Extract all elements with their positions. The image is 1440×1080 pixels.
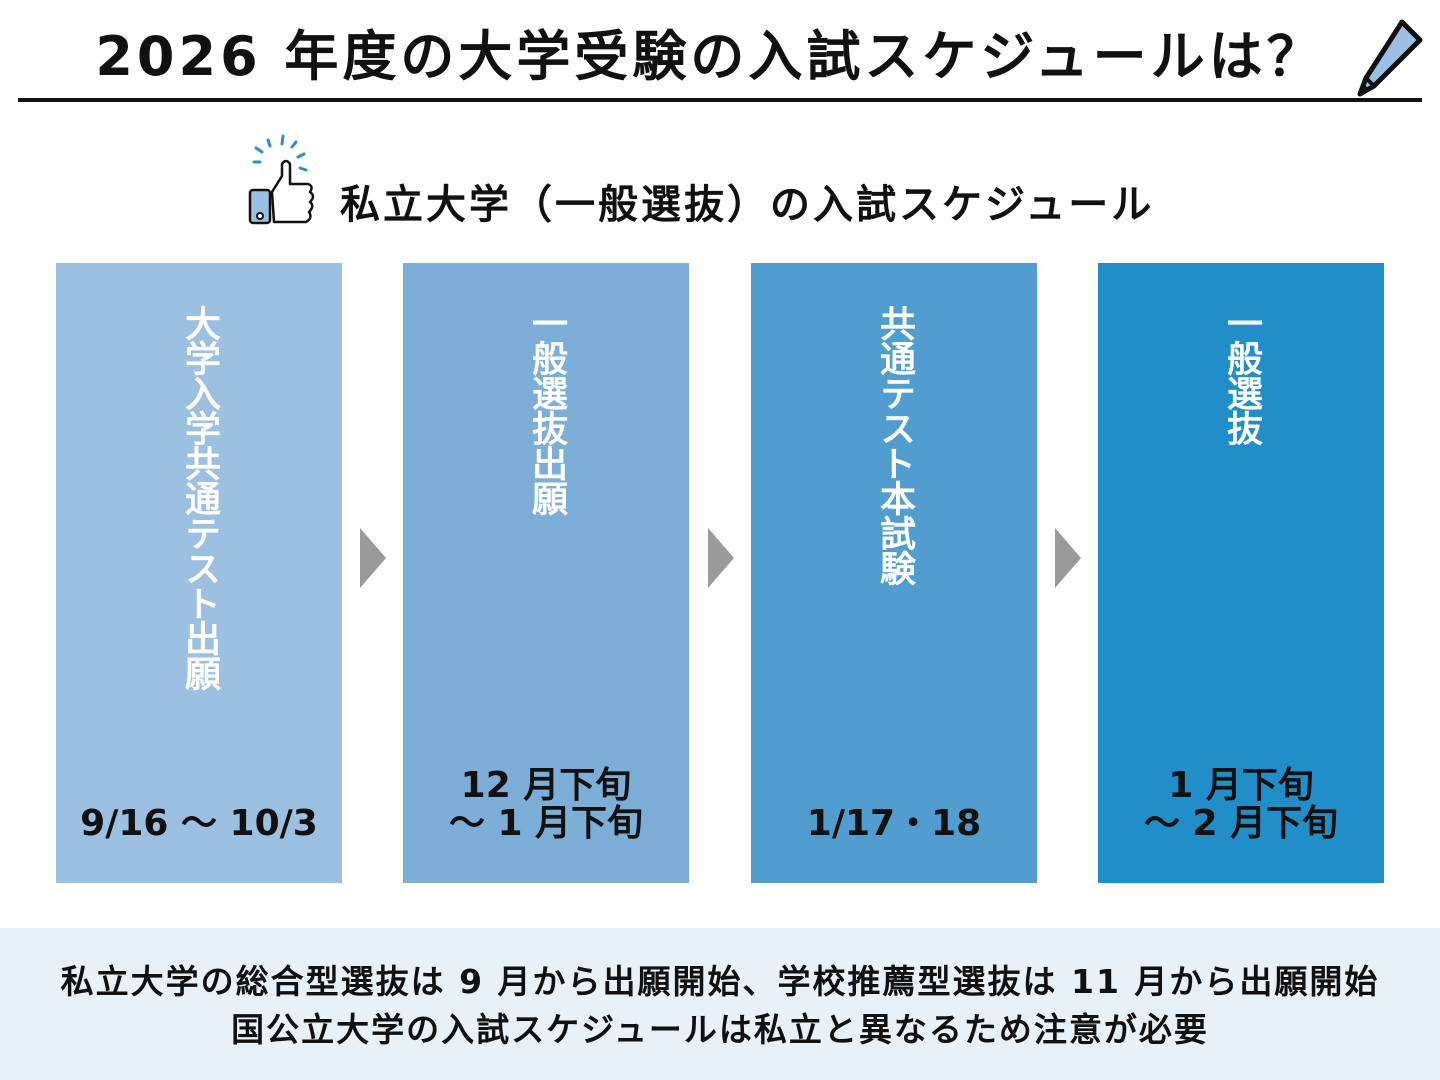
arrow-right-icon	[1055, 528, 1081, 588]
pencil-icon	[1357, 19, 1423, 97]
step-4-date-end: 〜 2 月下旬	[1143, 803, 1339, 844]
step-2-date-start: 12 月下旬	[460, 765, 632, 806]
step-4-date-start: 1 月下旬	[1168, 765, 1314, 806]
arrow-right-icon	[708, 528, 734, 588]
step-3-label: 共通テスト本試験	[874, 305, 915, 585]
step-2-label: 一般選抜出願	[526, 305, 567, 515]
step-3-card: 共通テスト本試験 1/17・18	[751, 263, 1037, 883]
step-4-label: 一般選抜	[1221, 305, 1262, 445]
page-title: 2026 年度の大学受験の入試スケジュールは？	[95, 25, 1325, 88]
step-1-card: 大学入学共通テスト出願 9/16 〜 10/3	[56, 263, 342, 883]
note-panel: 私立大学の総合型選抜は 9 月から出願開始、学校推薦型選抜は 11 月から出願開…	[0, 928, 1440, 1080]
arrow-right-icon	[360, 528, 386, 588]
step-2-card: 一般選抜出願 12 月下旬〜 1 月下旬	[403, 263, 689, 883]
title-divider	[18, 98, 1422, 102]
step-3-date: 1/17・18	[806, 803, 982, 844]
thumbs-up-icon	[248, 134, 315, 225]
section-title: 私立大学（一般選抜）の入試スケジュール	[340, 182, 1155, 228]
note-line-1: 私立大学の総合型選抜は 9 月から出願開始、学校推薦型選抜は 11 月から出願開…	[60, 962, 1380, 1001]
step-1-label: 大学入学共通テスト出願	[179, 305, 220, 690]
step-4-card: 一般選抜 1 月下旬〜 2 月下旬	[1098, 263, 1384, 883]
step-2-date-end: 〜 1 月下旬	[448, 803, 644, 844]
step-1-date: 9/16 〜 10/3	[80, 803, 318, 844]
note-line-2: 国公立大学の入試スケジュールは私立と異なるため注意が必要	[231, 1010, 1209, 1049]
